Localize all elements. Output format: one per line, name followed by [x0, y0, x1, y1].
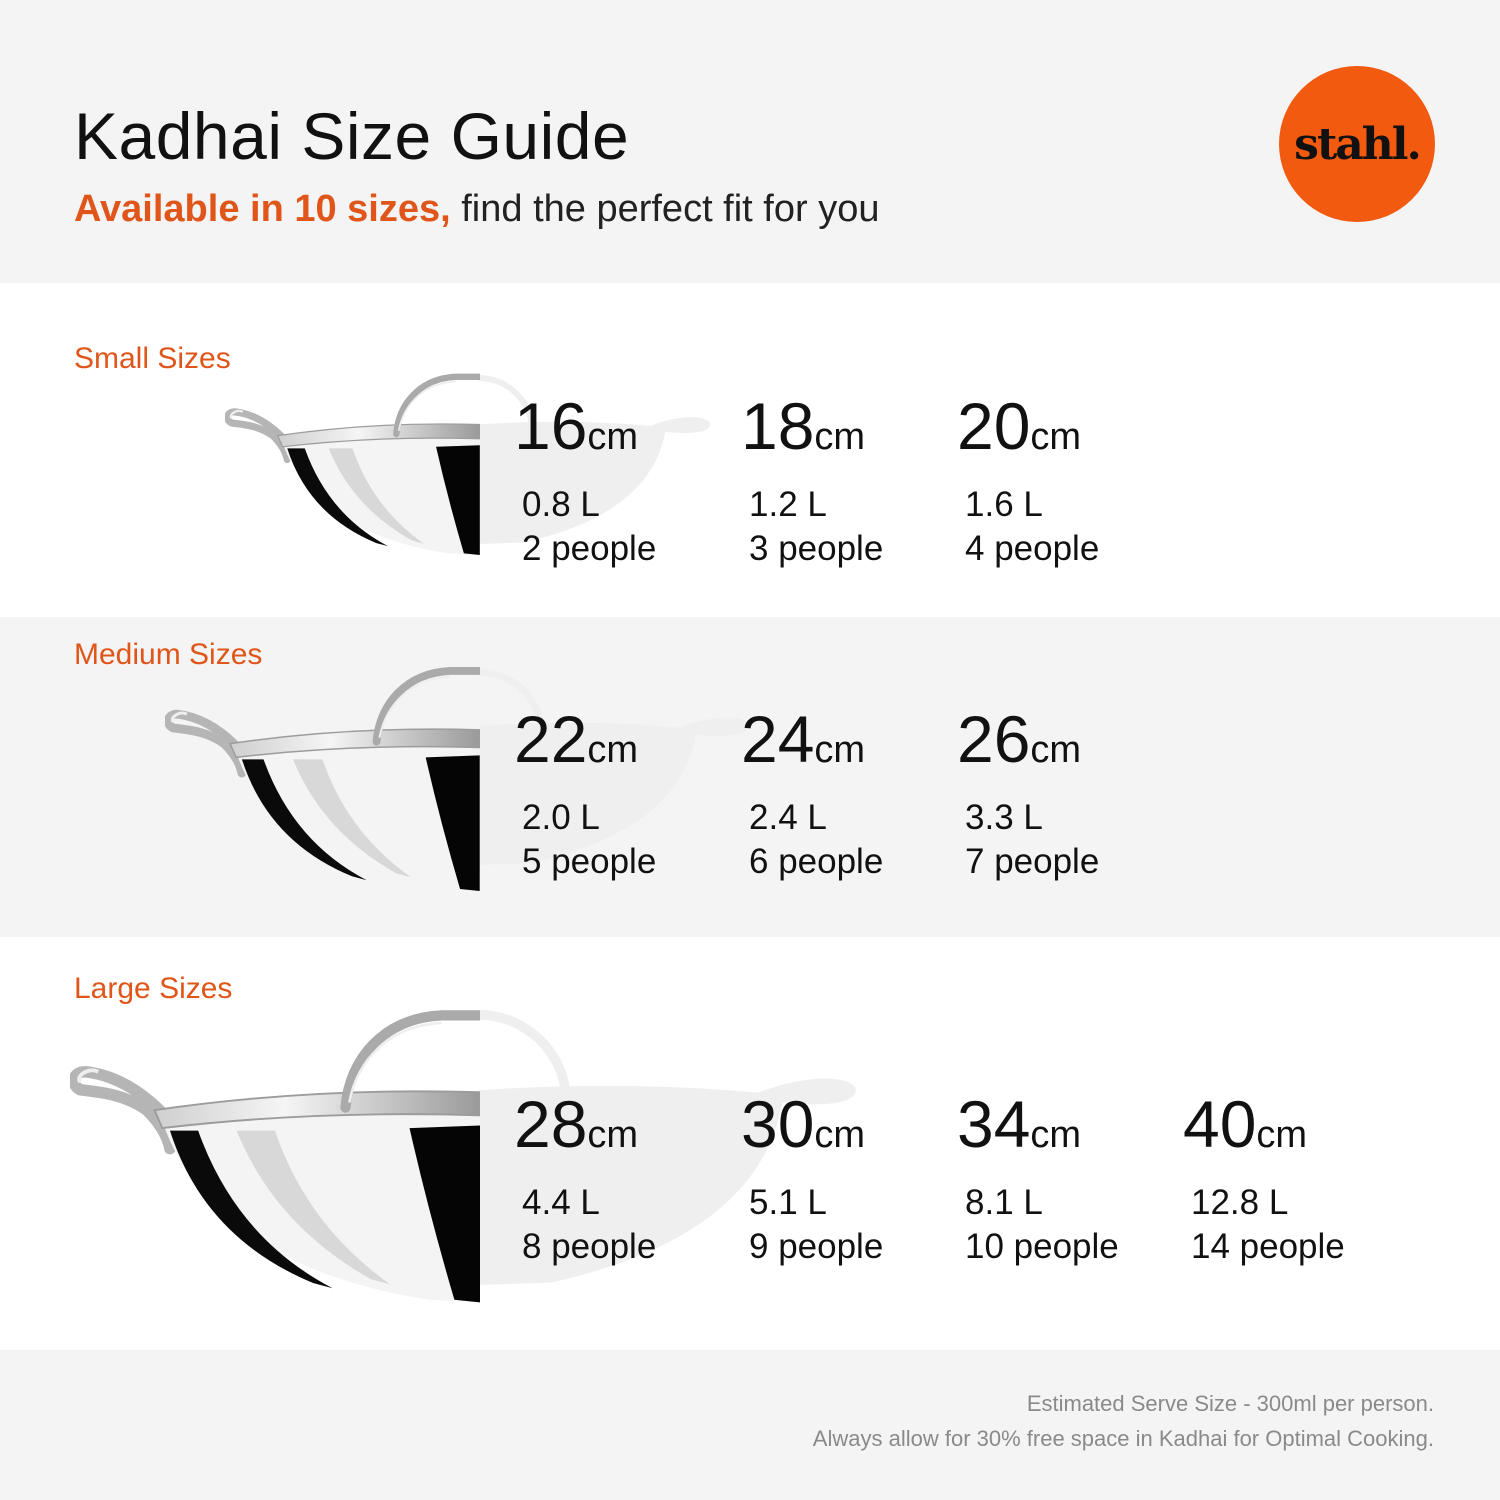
- size-volume: 1.6 L: [965, 485, 1043, 524]
- size-diameter: 40cm: [1183, 1087, 1308, 1161]
- page-subtitle: Available in 10 sizes, find the perfect …: [74, 188, 879, 231]
- size-people: 6 people: [749, 842, 884, 881]
- size-diameter: 24cm: [741, 702, 866, 776]
- subtitle-accent: Available in 10 sizes,: [74, 188, 451, 230]
- section-label-small: Small Sizes: [74, 342, 231, 375]
- stahl-logo: stahl.: [1279, 66, 1435, 222]
- kadhai-medium-image: [165, 665, 480, 891]
- footer-band: [0, 1350, 1500, 1500]
- size-volume: 3.3 L: [965, 798, 1043, 837]
- size-people: 14 people: [1191, 1227, 1345, 1266]
- size-volume: 1.2 L: [749, 485, 827, 524]
- size-volume: 8.1 L: [965, 1183, 1043, 1222]
- header-band: [0, 0, 1500, 283]
- size-people: 4 people: [965, 529, 1100, 568]
- size-diameter: 22cm: [514, 702, 639, 776]
- size-volume: 12.8 L: [1191, 1183, 1289, 1222]
- footer-serve-size: Estimated Serve Size - 300ml per person.: [1026, 1391, 1434, 1416]
- footer-notes: Estimated Serve Size - 300ml per person.…: [813, 1386, 1434, 1456]
- size-volume: 0.8 L: [522, 485, 600, 524]
- size-diameter: 20cm: [957, 389, 1082, 463]
- size-diameter: 28cm: [514, 1087, 639, 1161]
- kadhai-large-image: [70, 1005, 480, 1305]
- size-diameter: 30cm: [741, 1087, 866, 1161]
- logo-text: stahl.: [1294, 118, 1422, 170]
- size-diameter: 18cm: [741, 389, 866, 463]
- size-people: 5 people: [522, 842, 657, 881]
- footer-free-space: Always allow for 30% free space in Kadha…: [812, 1426, 1434, 1451]
- size-diameter: 34cm: [957, 1087, 1082, 1161]
- size-people: 8 people: [522, 1227, 657, 1266]
- small-section-band: [0, 283, 1500, 617]
- size-diameter: 26cm: [957, 702, 1082, 776]
- size-volume: 5.1 L: [749, 1183, 827, 1222]
- size-entry: 40cm 12.8 L 14 people: [1183, 1091, 1345, 1269]
- section-label-large: Large Sizes: [74, 972, 233, 1005]
- subtitle-rest: find the perfect fit for you: [450, 188, 880, 230]
- size-people: 9 people: [749, 1227, 884, 1266]
- size-volume: 2.0 L: [522, 798, 600, 837]
- page-title: Kadhai Size Guide: [74, 99, 630, 173]
- size-people: 3 people: [749, 529, 884, 568]
- size-entry: 34cm 8.1 L 10 people: [957, 1091, 1119, 1269]
- size-volume: 2.4 L: [749, 798, 827, 837]
- size-people: 2 people: [522, 529, 657, 568]
- size-volume: 4.4 L: [522, 1183, 600, 1222]
- section-label-medium: Medium Sizes: [74, 638, 263, 671]
- size-diameter: 16cm: [514, 389, 639, 463]
- size-people: 10 people: [965, 1227, 1119, 1266]
- size-people: 7 people: [965, 842, 1100, 881]
- kadhai-small-image: [225, 372, 480, 555]
